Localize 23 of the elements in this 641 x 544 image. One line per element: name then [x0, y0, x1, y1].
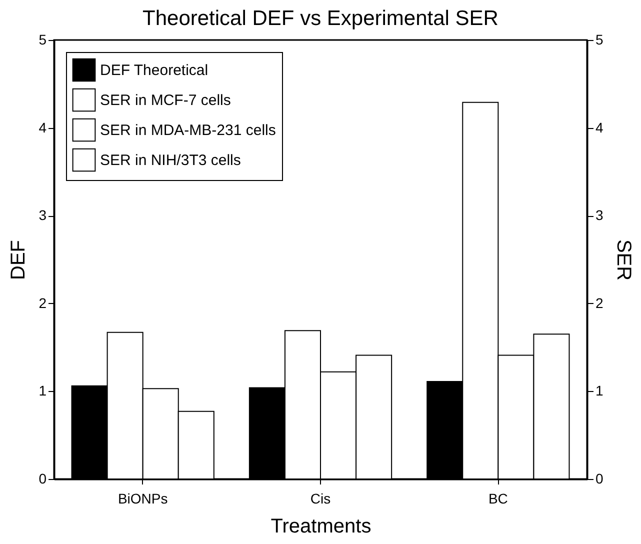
legend-label: SER in NIH/3T3 cells — [100, 152, 241, 169]
y-tick-label: 0 — [38, 470, 47, 486]
x-tick-label: Cis — [310, 490, 331, 506]
chart-title: Theoretical DEF vs Experimental SER — [142, 7, 498, 30]
y-axis-title: DEF — [8, 240, 30, 280]
y2-tick-label: 1 — [596, 382, 604, 399]
y-tick-label: 2 — [38, 294, 47, 311]
y2-tick-label: 5 — [596, 32, 604, 48]
legend-label: DEF Theoretical — [100, 62, 208, 79]
y2-tick-label: 4 — [596, 119, 604, 136]
y2-axis-title: SER — [612, 239, 634, 281]
y-tick-label: 3 — [38, 207, 47, 224]
y2-tick-label: 2 — [596, 294, 604, 311]
y-tick-label: 5 — [38, 32, 47, 48]
legend-label: SER in MDA-MB-231 cells — [100, 122, 276, 139]
x-tick-label: BiONPs — [118, 490, 168, 506]
x-tick-label: BC — [488, 490, 508, 506]
x-axis-title: Treatments — [270, 516, 372, 538]
y2-tick-label: 3 — [596, 207, 604, 224]
y-tick-label: 4 — [38, 119, 47, 136]
y2-tick-label: 0 — [596, 470, 604, 486]
y-tick-label: 1 — [38, 382, 47, 399]
legend-label: SER in MCF-7 cells — [100, 92, 231, 109]
